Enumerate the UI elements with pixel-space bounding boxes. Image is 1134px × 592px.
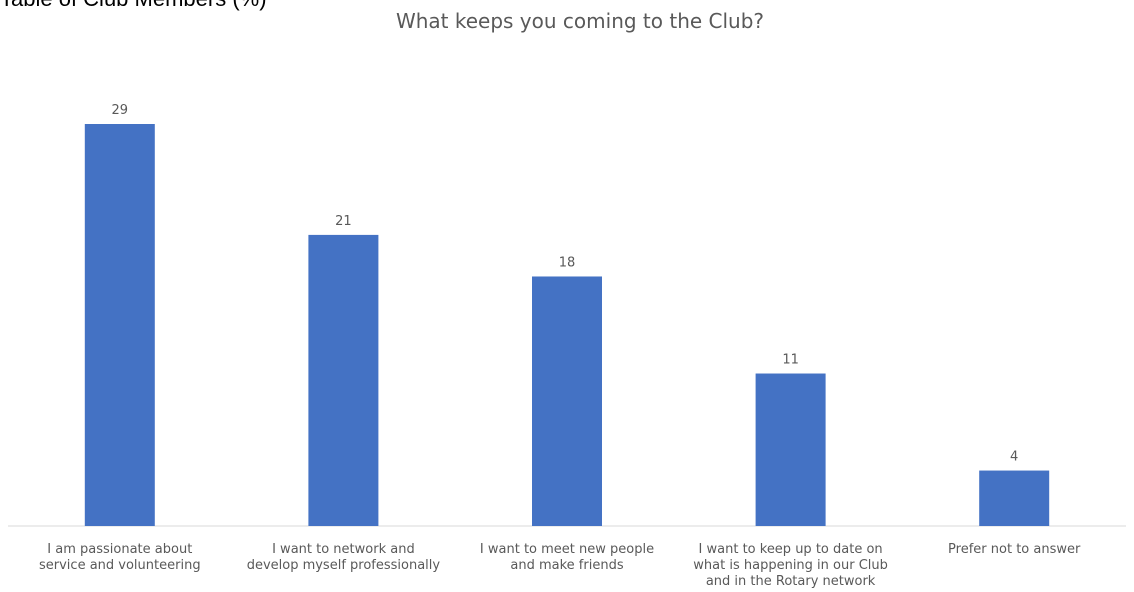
bar-4 <box>755 373 826 526</box>
category-label-1: I am passionate about service and volunte… <box>39 542 201 573</box>
bar-value-label-1: 29 <box>112 103 129 118</box>
bar-5 <box>979 470 1050 526</box>
category-labels-layer: I am passionate about service and volunte… <box>39 542 1081 589</box>
bar-1 <box>84 124 155 526</box>
cut-off-header-text: Table of Club Members (%) <box>0 0 267 12</box>
bar-value-label-3: 18 <box>559 255 576 270</box>
chart-title: What keeps you coming to the Club? <box>396 9 764 33</box>
bar-value-label-4: 11 <box>782 353 799 368</box>
bar-value-label-2: 21 <box>335 214 352 229</box>
bar-3 <box>532 276 602 526</box>
category-label-2: I want to network and develop myself prof… <box>247 542 441 573</box>
category-label-4: I want to keep up to date on what is happ… <box>693 542 888 589</box>
category-label-5: Prefer not to answer <box>948 542 1081 557</box>
value-labels-layer: 29 21 18 11 4 <box>112 103 1019 465</box>
bars-layer <box>84 124 1050 526</box>
bar-value-label-5: 4 <box>1010 450 1018 465</box>
category-label-3: I want to meet new people and make friend… <box>480 542 654 573</box>
bar-2 <box>308 234 379 526</box>
